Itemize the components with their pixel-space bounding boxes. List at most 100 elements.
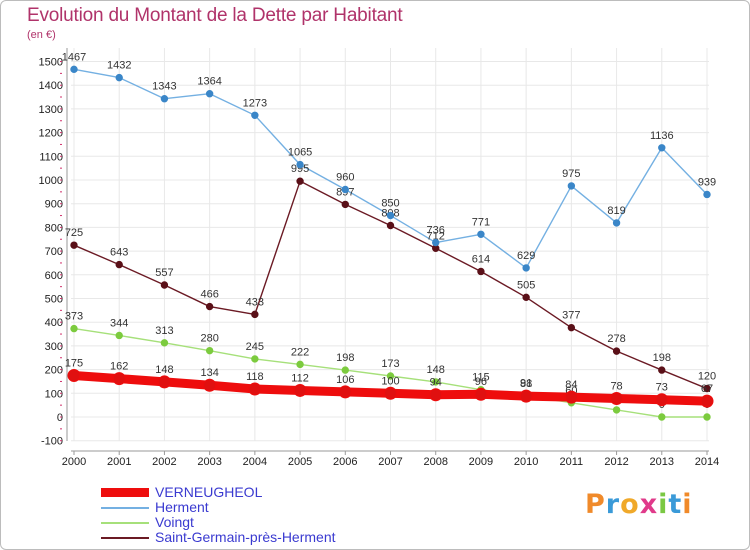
data-point-herment xyxy=(477,230,485,238)
data-point-herment xyxy=(567,182,576,190)
chart-title: Evolution du Montant de la Dette par Hab… xyxy=(27,5,403,26)
data-point-voingt xyxy=(205,346,214,355)
data-label-voingt: 91 xyxy=(520,377,532,389)
data-point-saint-germain-pr-s-herment xyxy=(612,347,621,355)
data-label-verneugheol: 112 xyxy=(291,372,309,384)
data-point-verneugheol xyxy=(248,382,262,396)
data-point-saint-germain-pr-s-herment xyxy=(205,302,214,311)
data-point-verneugheol xyxy=(655,393,669,407)
data-label-verneugheol: 73 xyxy=(656,382,668,394)
data-label-saint-germain-pr-s-herment: 995 xyxy=(291,163,309,175)
data-point-voingt xyxy=(341,366,349,374)
legend-label-saint-germain: Saint-Germain-près-Herment xyxy=(155,529,336,545)
x-tick-label: 2003 xyxy=(197,456,221,468)
data-point-saint-germain-pr-s-herment xyxy=(296,177,304,185)
x-tick-label: 2002 xyxy=(152,456,176,468)
legend-item-voingt[interactable]: Voingt xyxy=(101,515,336,530)
legend-item-herment[interactable]: Herment xyxy=(101,500,336,515)
data-point-saint-germain-pr-s-herment xyxy=(341,200,349,209)
data-point-voingt xyxy=(612,406,621,414)
data-point-voingt xyxy=(386,372,395,380)
data-label-saint-germain-pr-s-herment: 198 xyxy=(653,352,671,364)
proxiti-logo: Proxiti xyxy=(585,489,693,520)
data-label-saint-germain-pr-s-herment: 643 xyxy=(110,247,128,259)
data-point-verneugheol xyxy=(384,386,397,400)
data-point-herment xyxy=(612,219,621,227)
data-point-voingt xyxy=(115,331,123,340)
data-label-herment: 850 xyxy=(381,198,399,210)
x-tick-label: 2012 xyxy=(604,456,628,468)
data-label-saint-germain-pr-s-herment: 712 xyxy=(427,230,445,242)
data-point-saint-germain-pr-s-herment xyxy=(386,221,395,230)
y-tick-label: 1100 xyxy=(39,151,63,163)
data-point-voingt xyxy=(296,360,304,369)
y-tick-label: 1300 xyxy=(39,104,63,116)
y-tick-label: 1000 xyxy=(39,175,63,187)
data-label-verneugheol: 118 xyxy=(246,371,264,383)
data-label-herment: 939 xyxy=(698,176,716,188)
data-label-voingt: 198 xyxy=(336,352,354,364)
data-label-herment: 1136 xyxy=(650,130,674,142)
x-tick-label: 2014 xyxy=(695,456,719,468)
x-tick-label: 2006 xyxy=(333,456,357,468)
data-point-verneugheol xyxy=(564,390,578,404)
data-point-verneugheol xyxy=(429,388,443,402)
data-label-herment: 1432 xyxy=(107,60,131,72)
legend: VERNEUGHEOL Herment Voingt Saint-Germain… xyxy=(101,485,336,545)
data-label-verneugheol: 88 xyxy=(520,378,532,390)
data-point-herment xyxy=(115,73,123,82)
data-point-herment xyxy=(205,90,214,98)
data-label-herment: 975 xyxy=(562,168,580,180)
data-label-herment: 771 xyxy=(472,216,490,228)
data-point-herment xyxy=(341,185,349,194)
y-tick-label: 200 xyxy=(45,365,63,377)
data-label-herment: 629 xyxy=(517,250,535,262)
data-label-verneugheol: 175 xyxy=(65,358,83,370)
y-tick-label: 700 xyxy=(45,246,63,258)
data-label-herment: 1065 xyxy=(288,147,312,159)
data-point-voingt xyxy=(70,324,78,333)
data-label-saint-germain-pr-s-herment: 466 xyxy=(200,289,218,301)
data-label-herment: 960 xyxy=(336,171,354,183)
legend-label-herment: Herment xyxy=(155,499,209,515)
data-point-herment xyxy=(703,190,711,199)
x-tick-label: 2010 xyxy=(514,456,538,468)
y-tick-label: 1400 xyxy=(39,80,63,92)
data-label-verneugheol: 162 xyxy=(110,361,128,373)
data-point-saint-germain-pr-s-herment xyxy=(477,267,485,276)
data-point-saint-germain-pr-s-herment xyxy=(703,384,711,393)
data-label-herment: 1343 xyxy=(152,81,176,93)
data-point-herment xyxy=(658,144,666,152)
data-point-herment xyxy=(432,238,440,247)
data-label-voingt: 344 xyxy=(110,317,128,329)
data-label-saint-germain-pr-s-herment: 557 xyxy=(155,267,173,279)
legend-label-voingt: Voingt xyxy=(155,514,194,530)
chart-subtitle: (en €) xyxy=(27,29,56,41)
data-point-verneugheol xyxy=(112,372,126,386)
y-tick-label: 600 xyxy=(45,270,63,282)
y-tick-label: 1500 xyxy=(39,57,63,69)
legend-item-saint-germain[interactable]: Saint-Germain-près-Herment xyxy=(101,530,336,545)
data-point-herment xyxy=(160,95,169,103)
data-label-voingt: 245 xyxy=(246,341,264,353)
y-tick-label: 400 xyxy=(45,317,63,329)
data-point-saint-germain-pr-s-herment xyxy=(567,323,576,332)
data-point-saint-germain-pr-s-herment xyxy=(658,366,666,374)
data-label-voingt: 280 xyxy=(200,333,218,345)
legend-item-verneugheol[interactable]: VERNEUGHEOL xyxy=(101,485,336,500)
x-tick-label: 2004 xyxy=(243,456,267,468)
data-label-saint-germain-pr-s-herment: 120 xyxy=(698,371,716,383)
data-point-herment xyxy=(386,211,395,220)
data-point-herment xyxy=(296,160,304,169)
data-label-verneugheol: 96 xyxy=(475,376,487,388)
legend-swatch-voingt xyxy=(101,521,149,524)
y-tick-label: 800 xyxy=(45,222,63,234)
data-point-verneugheol xyxy=(203,378,217,392)
data-label-verneugheol: 148 xyxy=(155,364,173,376)
data-point-saint-germain-pr-s-herment xyxy=(70,241,78,249)
data-point-verneugheol xyxy=(519,389,533,403)
data-point-verneugheol xyxy=(67,369,81,383)
y-tick-label: 0 xyxy=(57,412,63,424)
y-tick-label: 300 xyxy=(45,341,63,353)
